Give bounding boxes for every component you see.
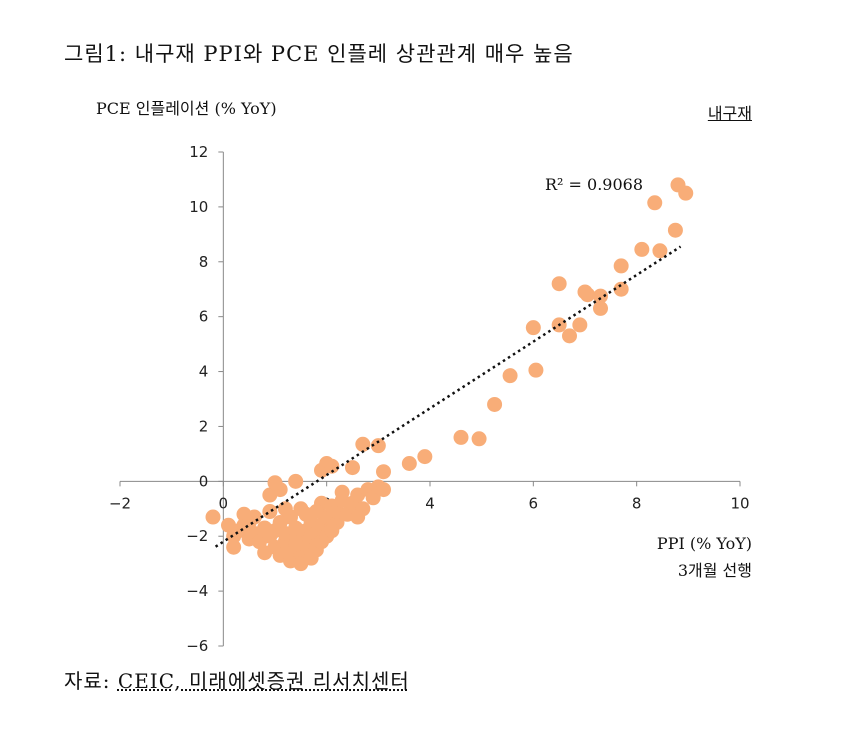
y-tick-label: −4 [186,582,208,600]
source-label: 자료: [64,669,111,693]
scatter-point [401,455,417,471]
scatter-point [678,185,694,201]
y-tick-label: 12 [189,143,208,161]
y-tick-label: 8 [199,253,209,271]
scatter-point [205,509,221,525]
y-axis-title: PCE 인플레이션 (% YoY) [96,99,277,118]
scatter-point [277,501,293,517]
y-tick-label: −2 [186,527,208,545]
scatter-point [593,300,608,316]
scatter-point [288,536,304,552]
scatter-point [324,458,340,474]
scatter-point [226,539,242,555]
scatter-point [308,504,324,520]
trend-line [214,245,682,548]
scatter-point [324,523,340,539]
y-tick-label: 6 [199,308,209,326]
scatter-point [580,287,596,303]
scatter-point [528,362,544,378]
x-tick-label: 6 [529,494,539,512]
scatter-point [376,482,391,498]
x-tick-label: −2 [109,494,131,512]
source-note: 자료: CEIC, 미래에셋증권 리서치센터 [64,665,410,694]
scatter-point [525,320,541,336]
scatter-point [593,288,608,304]
scatter-point [288,473,304,489]
scatter-point [471,431,487,447]
x-tick-label: 10 [730,494,749,512]
scatter-point [634,241,650,257]
x-axis-subtitle: 3개월 선행 [677,561,752,580]
scatter-point [562,328,577,344]
x-axis-title: PPI (% YoY) [656,534,752,553]
scatter-point [613,281,629,297]
scatter-point [613,258,629,274]
scatter-point [453,429,469,445]
scatter-point [370,438,386,454]
x-tick-label: 4 [425,494,435,512]
scatter-point [345,460,360,476]
source-text: CEIC, 미래에셋증권 리서치센터 [117,669,410,693]
scatter-point [487,396,503,412]
y-tick-label: 0 [199,472,209,490]
scatter-point [376,464,391,480]
x-tick-label: 8 [632,494,642,512]
scatter-point [652,243,668,259]
scatter-point [502,368,518,384]
y-tick-label: 4 [199,363,209,381]
scatter-point [667,222,683,238]
y-tick-label: −6 [186,637,208,655]
scatter-point [334,484,350,500]
scatter-point [262,504,278,520]
y-tick-label: 10 [189,198,208,216]
scatter-point [350,509,366,525]
scatter-point [572,317,588,333]
figure-title: 그림1: 내구재 PPI와 PCE 인플레 상관관계 매우 높음 [64,42,574,66]
scatter-point [246,509,262,525]
scatter-point [647,195,663,211]
scatter-point [551,276,567,292]
y-tick-label: 2 [199,417,209,435]
r-squared-label: R² = 0.9068 [545,175,643,194]
scatter-point [267,475,283,491]
x-tick-label: 0 [219,494,229,512]
scatter-point [417,449,433,465]
series-label: 내구재 [707,104,752,123]
